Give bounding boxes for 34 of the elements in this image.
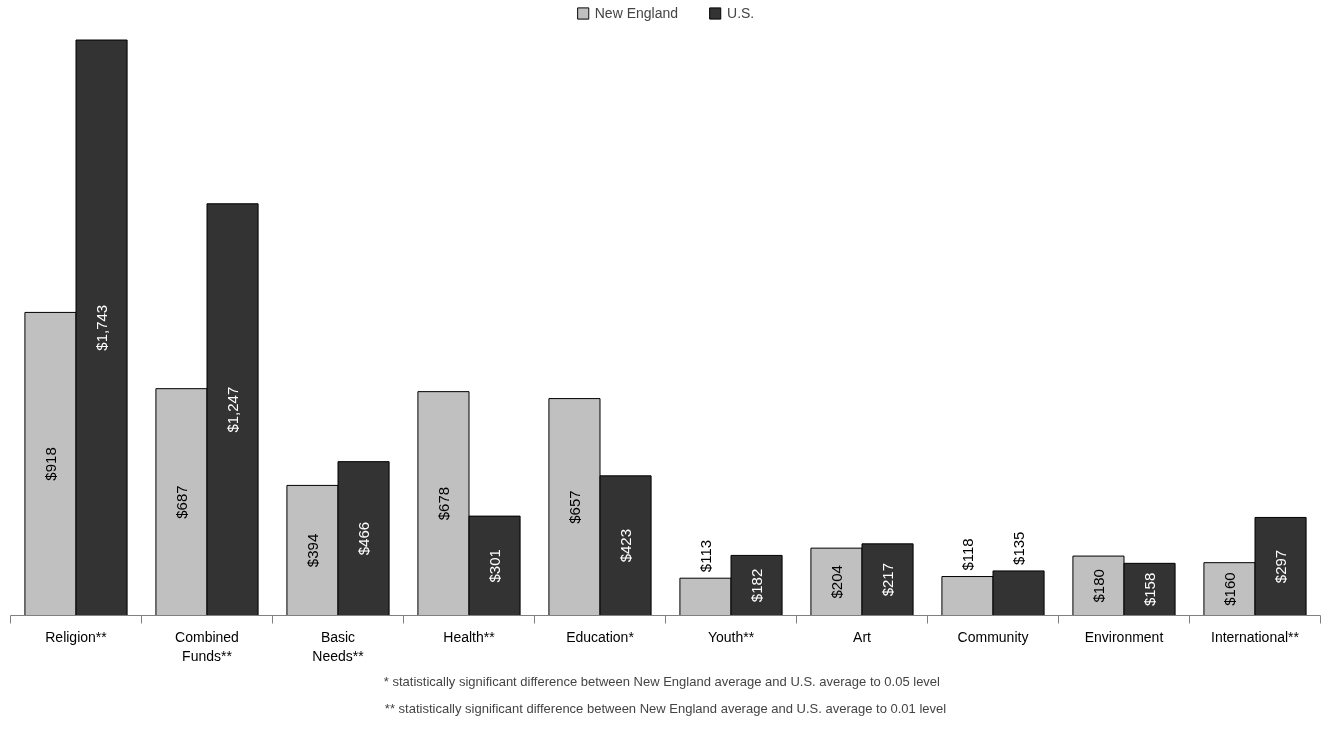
data-label: $918	[41, 447, 59, 481]
x-tick-label: Environment	[1084, 628, 1164, 645]
data-label: $217	[879, 562, 897, 597]
data-label: $301	[486, 549, 504, 583]
data-label: $113	[696, 539, 714, 573]
x-tick-label: Religion**	[45, 628, 108, 645]
legend-label: New England	[594, 5, 679, 21]
text: ** statistically significant difference between New England average and U.S. average to 0.01 level	[384, 700, 947, 716]
data-label: $687	[172, 485, 190, 519]
data-label: $394	[303, 533, 321, 568]
data-label: $466	[355, 521, 373, 556]
data-label: $118	[958, 538, 976, 571]
x-tick-label: Education*	[566, 628, 635, 645]
x-tick-label: International**	[1211, 628, 1300, 645]
x-tick-label: Community	[957, 628, 1029, 645]
data-label: $160	[1220, 572, 1238, 606]
data-label: $297	[1272, 549, 1290, 584]
x-tick-label: Youth**	[707, 628, 755, 645]
x-tick-label: Art	[853, 628, 872, 645]
data-label: $182	[748, 568, 766, 603]
data-label: $1,247	[224, 386, 242, 433]
data-label: $1,743	[93, 304, 111, 351]
data-label: $657	[565, 490, 583, 524]
data-label: $204	[827, 565, 845, 599]
x-tick-label: Combined Funds**	[175, 628, 239, 664]
x-tick-label: Basic Needs**	[312, 628, 365, 664]
legend-label: U.S.	[727, 5, 755, 21]
data-label: $678	[434, 486, 452, 521]
data-label: $180	[1089, 569, 1107, 603]
data-label: $158	[1141, 572, 1159, 607]
text: * statistically significant difference between New England average and U.S. average to 0.05 level	[383, 673, 941, 689]
x-tick-label: Health**	[443, 628, 496, 645]
data-label: $423	[617, 528, 635, 563]
data-label: $135	[1010, 531, 1028, 565]
